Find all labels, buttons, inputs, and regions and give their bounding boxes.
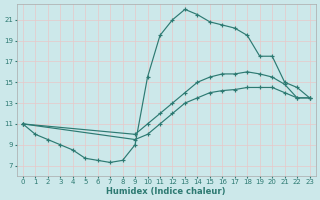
X-axis label: Humidex (Indice chaleur): Humidex (Indice chaleur): [107, 187, 226, 196]
